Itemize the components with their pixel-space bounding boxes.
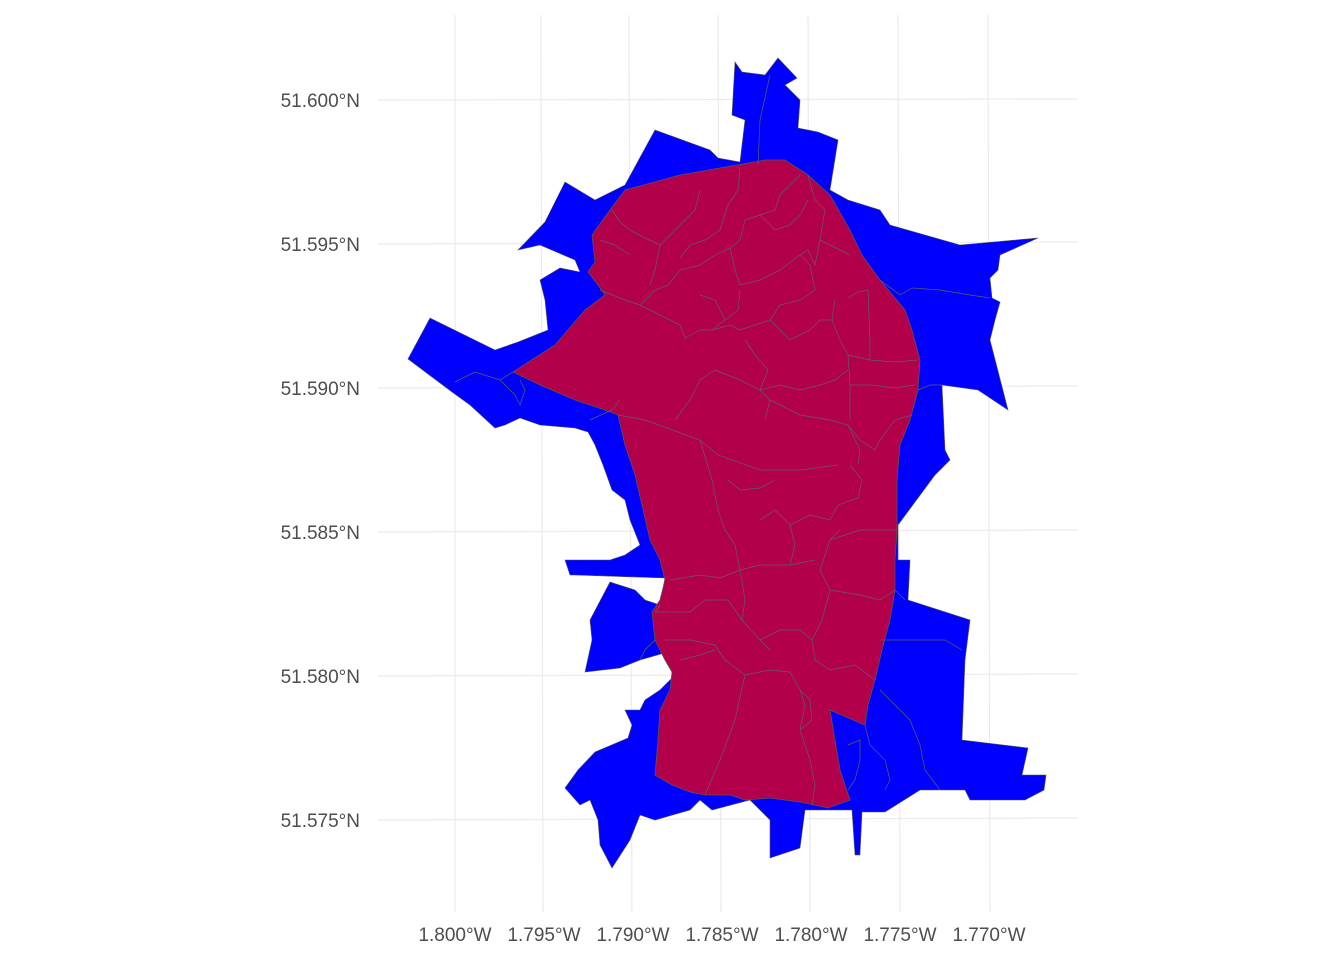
ward-boundary (744, 339, 769, 391)
ward-boundary (847, 414, 913, 451)
ward-boundary (729, 247, 801, 286)
y-tick-label: 51.575°N (281, 811, 360, 832)
ward-boundary (831, 299, 851, 420)
y-tick-label: 51.595°N (281, 235, 360, 256)
ward-boundary (917, 384, 942, 391)
x-axis: 1.800°W 1.795°W 1.790°W 1.785°W 1.780°W … (418, 925, 1025, 946)
ward-boundary (617, 414, 839, 471)
ward-boundary (699, 439, 741, 571)
ward-boundary (639, 304, 712, 339)
ward-boundary (757, 74, 771, 166)
ward-boundary (769, 319, 832, 341)
ward-boundary (699, 294, 726, 321)
y-tick-label: 51.585°N (281, 523, 360, 544)
x-tick-label: 1.790°W (596, 925, 669, 946)
ward-boundary (665, 639, 746, 676)
grid-line-v (540, 14, 544, 913)
ward-boundary (739, 174, 801, 241)
ward-boundary (847, 739, 861, 791)
ward-boundary (679, 167, 741, 259)
ward-boundary (649, 189, 701, 286)
ward-boundary (711, 289, 741, 331)
ward-boundary (589, 399, 621, 421)
ward-boundary (829, 529, 897, 541)
ward-boundary (864, 724, 891, 791)
ward-boundaries (589, 167, 919, 806)
x-tick-label: 1.775°W (863, 925, 936, 946)
ward-boundary (799, 174, 826, 291)
ward-boundary (847, 289, 871, 360)
ward-boundary (799, 689, 813, 731)
ward-boundary (759, 629, 876, 681)
ward-boundary (599, 239, 631, 256)
ward-boundary (880, 639, 963, 651)
ward-boundary (654, 604, 661, 613)
ward-boundary (759, 509, 791, 526)
x-tick-label: 1.780°W (774, 925, 847, 946)
y-tick-label: 51.600°N (281, 91, 360, 112)
ward-boundary (811, 529, 841, 641)
ward-boundary (847, 354, 919, 363)
ward-boundary (611, 209, 661, 246)
ward-boundary (789, 464, 863, 566)
grid-line-h (377, 98, 1079, 101)
ward-boundary (674, 369, 716, 421)
ward-boundary (679, 649, 716, 661)
ward-boundary (879, 279, 991, 299)
ward-boundary (879, 689, 941, 791)
ward-boundary (744, 669, 816, 806)
y-tick-label: 51.580°N (281, 667, 360, 688)
ward-boundary (759, 369, 849, 391)
ward-boundary (829, 589, 896, 601)
x-tick-label: 1.795°W (507, 925, 580, 946)
ward-boundary (454, 371, 476, 383)
y-tick-label: 51.590°N (281, 379, 360, 400)
ward-boundary (894, 589, 906, 601)
ward-boundary (499, 379, 526, 406)
ward-boundary (704, 674, 746, 796)
grid-line-h (377, 817, 1079, 821)
x-tick-label: 1.770°W (952, 925, 1025, 946)
ward-boundary (639, 639, 656, 661)
ward-boundary (655, 599, 743, 621)
ward-boundary (711, 289, 816, 331)
ward-boundary (727, 479, 776, 491)
ward-boundary (667, 239, 741, 286)
ward-boundary (850, 384, 916, 389)
x-tick-label: 1.785°W (685, 925, 758, 946)
y-axis: 51.600°N 51.595°N 51.590°N 51.585°N 51.5… (281, 91, 360, 832)
outer-ward-boundaries (454, 74, 991, 791)
ward-boundary (819, 239, 851, 256)
x-tick-label: 1.800°W (418, 925, 491, 946)
ward-boundary (759, 199, 809, 231)
